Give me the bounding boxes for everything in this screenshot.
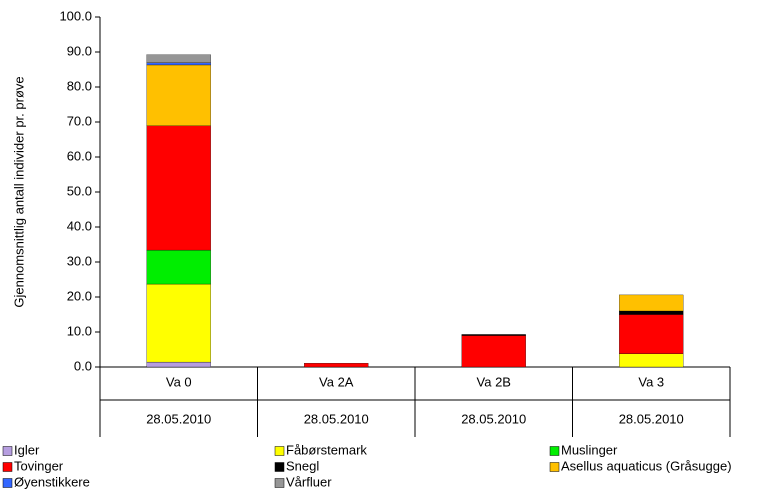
legend-swatch xyxy=(274,446,285,456)
x-sub-label: 28.05.2010 xyxy=(304,411,369,426)
legend-label: Øyenstikkere xyxy=(14,474,90,489)
y-tick-label: 70.0 xyxy=(67,113,92,128)
bar-segment xyxy=(619,310,684,315)
y-tick-label: 30.0 xyxy=(67,253,92,268)
y-tick-label: 60.0 xyxy=(67,148,92,163)
y-tick-label: 90.0 xyxy=(67,43,92,58)
bar-segment xyxy=(146,249,211,285)
x-sub-label: 28.05.2010 xyxy=(619,411,684,426)
y-tick-label: 80.0 xyxy=(67,78,92,93)
x-tick-label: Va 3 xyxy=(638,374,664,389)
y-tick-label: 10.0 xyxy=(67,323,92,338)
legend-label: Fåbørstemark xyxy=(286,442,367,457)
bar-segment xyxy=(619,294,684,312)
bar-segment xyxy=(146,54,211,63)
y-tick-label: 100.0 xyxy=(59,8,92,23)
bar-segment xyxy=(304,362,369,368)
x-tick-label: Va 2A xyxy=(319,374,354,389)
legend-label: Igler xyxy=(14,442,40,457)
legend-swatch xyxy=(2,462,13,472)
legend-label: Vårfluer xyxy=(286,474,332,489)
x-sub-label: 28.05.2010 xyxy=(146,411,211,426)
legend-label: Snegl xyxy=(286,458,319,473)
bar-segment xyxy=(619,314,684,354)
bar-segment xyxy=(619,353,684,368)
x-sub-label: 28.05.2010 xyxy=(461,411,526,426)
bar-segment xyxy=(461,334,526,336)
x-tick-label: Va 2B xyxy=(477,374,511,389)
y-axis-label: Gjennomsnittlig antall individer pr. prø… xyxy=(11,76,26,307)
y-tick-label: 50.0 xyxy=(67,183,92,198)
bar-segment xyxy=(146,283,211,363)
bar-segment xyxy=(146,125,211,251)
legend-label: Tovinger xyxy=(14,458,64,473)
bar-segment xyxy=(146,62,211,66)
legend-label: Asellus aquaticus (Gråsugge) xyxy=(561,458,732,473)
y-tick-label: 0.0 xyxy=(74,358,92,373)
y-tick-label: 40.0 xyxy=(67,218,92,233)
legend-swatch xyxy=(549,446,560,456)
legend-swatch xyxy=(2,446,13,456)
x-tick-label: Va 0 xyxy=(166,374,192,389)
legend-label: Muslinger xyxy=(561,442,618,457)
y-tick-label: 20.0 xyxy=(67,288,92,303)
bar-segment xyxy=(461,335,526,368)
bar-segment xyxy=(146,361,211,368)
legend-swatch xyxy=(2,478,13,488)
legend-swatch xyxy=(274,462,285,472)
legend-swatch xyxy=(274,478,285,488)
legend-swatch xyxy=(549,462,560,472)
bar-segment xyxy=(146,64,211,126)
